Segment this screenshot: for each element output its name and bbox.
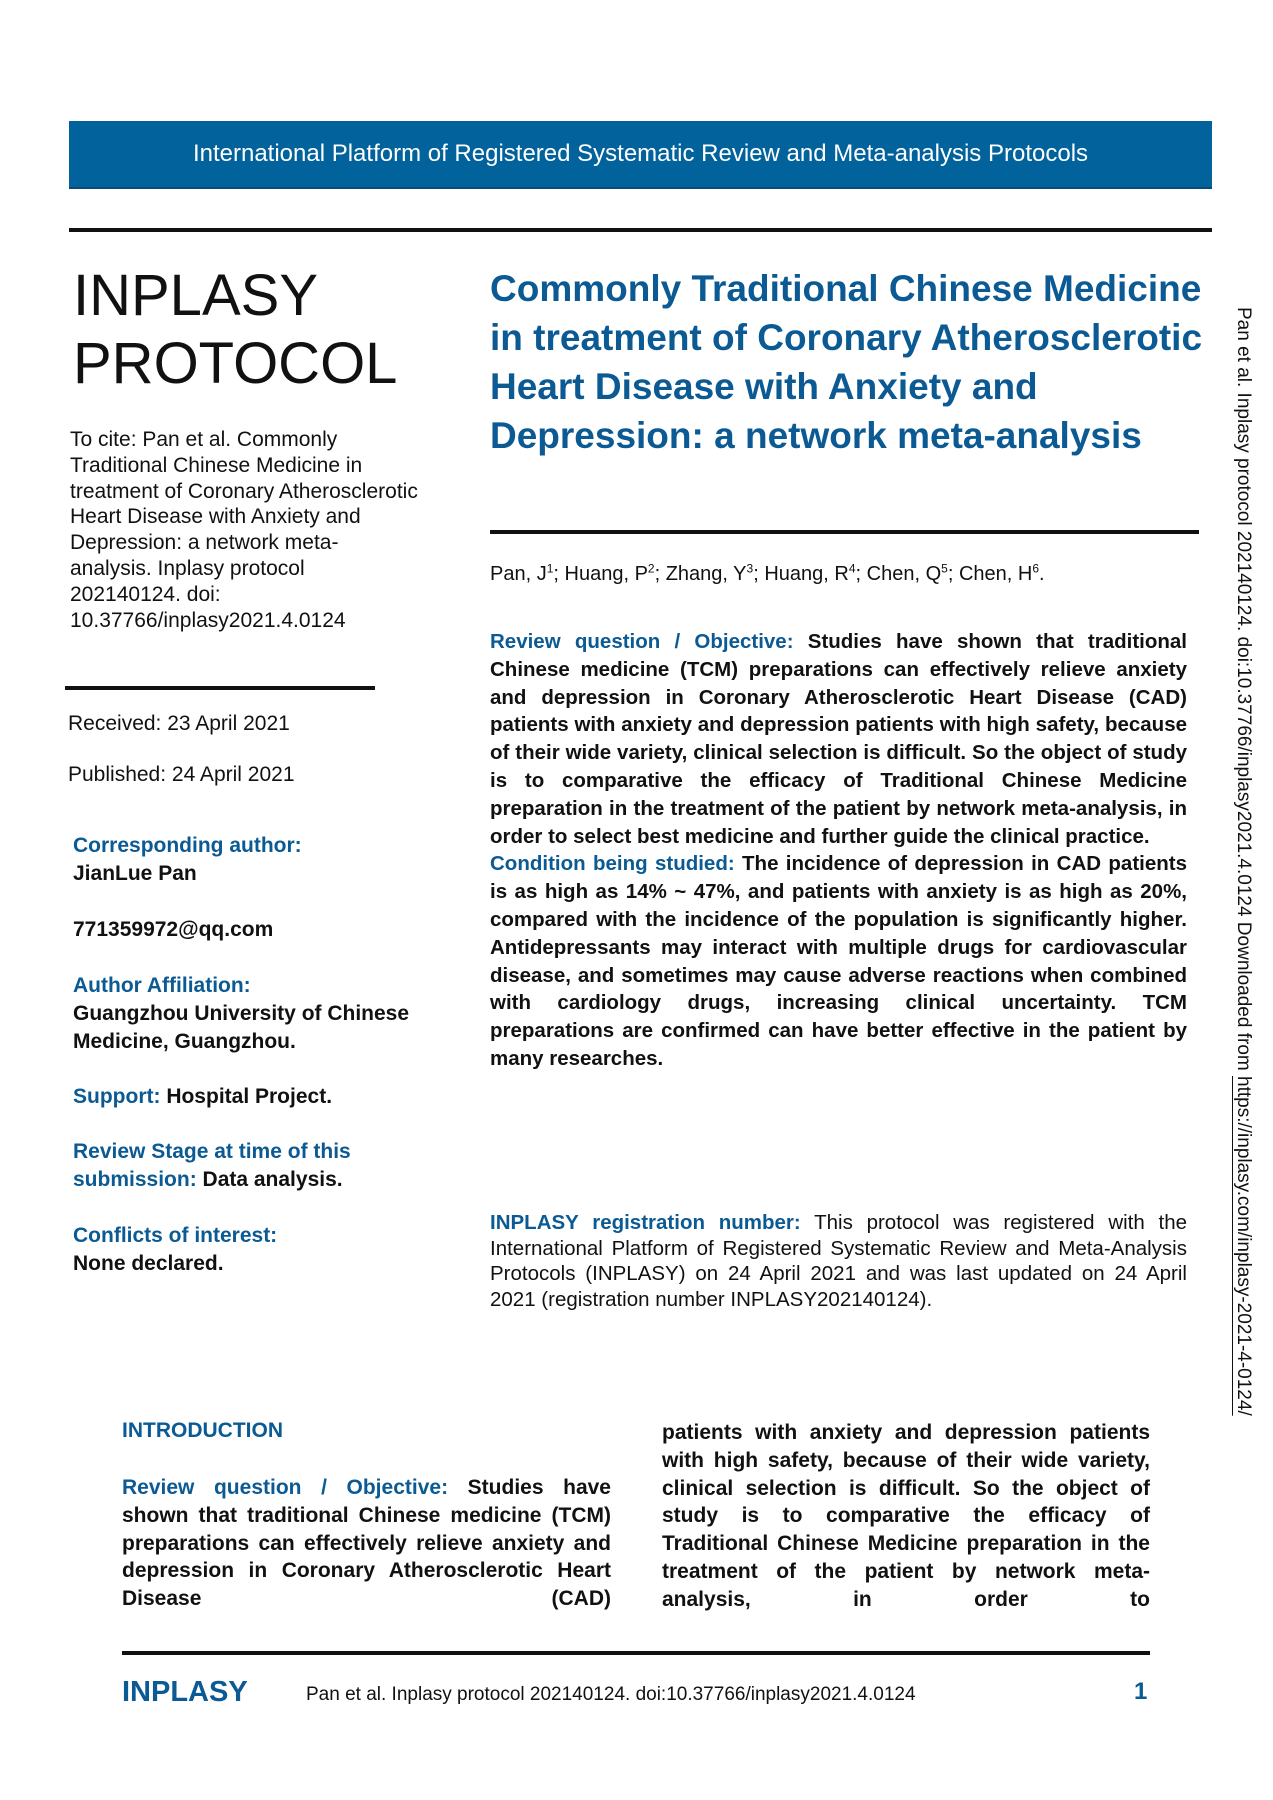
author: Chen, H6. <box>958 561 1045 585</box>
stage-label: Review Stage at time of this submission: <box>73 1140 351 1191</box>
banner-text: International Platform of Registered Sys… <box>192 140 1089 167</box>
brand-line1: INPLASY <box>73 263 318 328</box>
support-value: Hospital Project. <box>160 1085 333 1108</box>
author: Zhang, Y3; <box>665 561 765 585</box>
citation: To cite: Pan et al. Commonly Traditional… <box>70 428 418 632</box>
stage-value: Data analysis. <box>196 1168 343 1191</box>
registration: INPLASY registration number: This protoc… <box>490 1210 1187 1312</box>
author-affiliation: Author Affiliation: Guangzhou University … <box>73 972 433 1056</box>
reg-label: INPLASY registration number: <box>490 1211 801 1234</box>
paper-title: Commonly Traditional Chinese Medicine in… <box>490 268 1203 456</box>
aff-value: Guangzhou University of Chinese Medicine… <box>73 1002 410 1053</box>
intro-rq-label: Review question / Objective: <box>122 1476 449 1499</box>
conflicts: Conflicts of interest: None declared. <box>73 1222 433 1278</box>
brand-line2: PROTOCOL <box>73 331 398 396</box>
download-note: Pan et al. Inplasy protocol 202140124. d… <box>1232 307 1254 1416</box>
rq-text: Studies have shown that traditional Chin… <box>490 630 1187 848</box>
author: Huang, P2; <box>564 561 666 585</box>
title-rule <box>490 530 1199 534</box>
affiliation-number: 1 <box>546 561 554 575</box>
conflicts-value: None declared. <box>73 1252 224 1275</box>
email[interactable]: 771359972@qq.com <box>73 918 274 941</box>
page-number: 1 <box>1134 1678 1148 1705</box>
intro-left-column: Review question / Objective: Studies hav… <box>122 1474 611 1613</box>
author-list: Pan, J1; Huang, P2; Zhang, Y3; Huang, R4… <box>490 561 1045 586</box>
author: Huang, R4; <box>764 561 867 585</box>
cond-text: The incidence of depression in CAD patie… <box>490 852 1187 1070</box>
affiliation-number: 6 <box>1032 561 1040 575</box>
cite-rule <box>65 686 375 690</box>
abstract: Review question / Objective: Studies hav… <box>490 628 1187 1073</box>
platform-banner: International Platform of Registered Sys… <box>69 121 1212 189</box>
corresponding-author: Corresponding author: JianLue Pan <box>73 832 433 888</box>
support-label: Support: <box>73 1085 161 1108</box>
corr-label: Corresponding author: <box>73 834 302 857</box>
rq-label: Review question / Objective: <box>490 630 794 653</box>
review-stage: Review Stage at time of this submission:… <box>73 1138 433 1194</box>
footer-rule <box>122 1651 1150 1655</box>
author: Pan, J1; <box>490 561 565 585</box>
aff-label: Author Affiliation: <box>73 974 251 997</box>
footer-citation: Pan et al. Inplasy protocol 202140124. d… <box>306 1684 916 1705</box>
affiliation-number: 5 <box>941 561 948 575</box>
cond-label: Condition being studied: <box>490 852 735 876</box>
affiliation-number: 2 <box>647 561 655 575</box>
conflicts-label: Conflicts of interest: <box>73 1224 278 1247</box>
footer-brand: INPLASY <box>122 1676 248 1708</box>
support: Support: Hospital Project. <box>73 1083 433 1111</box>
download-note-text: Pan et al. Inplasy protocol 202140124. d… <box>1233 307 1254 1076</box>
received-date: Received: 23 April 2021 <box>68 712 290 735</box>
top-rule <box>69 228 1212 232</box>
corr-name: JianLue Pan <box>73 862 197 885</box>
author: Chen, Q5; <box>866 561 959 585</box>
brand-heading: INPLASY PROTOCOL <box>73 262 397 398</box>
intro-left-text: Studies have shown that traditional Chin… <box>122 1476 611 1611</box>
download-url-link[interactable]: https://inplasy.com/inplasy-2021-4-0124/ <box>1233 1076 1254 1416</box>
intro-right-column: patients with anxiety and depression pat… <box>662 1421 1150 1611</box>
published-date: Published: 24 April 2021 <box>68 763 295 786</box>
affiliation-number: 3 <box>746 561 754 575</box>
affiliation-number: 4 <box>848 561 856 575</box>
intro-heading: INTRODUCTION <box>122 1419 283 1442</box>
reg-text: This protocol was registered with the In… <box>490 1211 1188 1311</box>
